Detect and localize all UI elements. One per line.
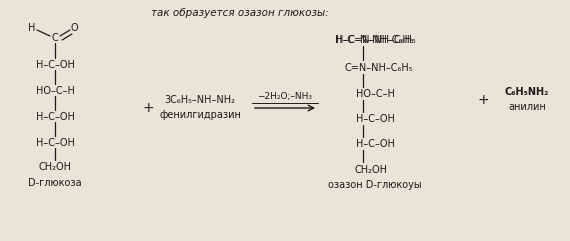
Text: H–C–OH: H–C–OH: [356, 114, 394, 124]
Text: +: +: [142, 101, 154, 115]
Text: H–C–OH: H–C–OH: [35, 112, 75, 122]
Text: анилин: анилин: [508, 102, 546, 112]
Text: так образуется озазон глюкозы:: так образуется озазон глюкозы:: [151, 8, 329, 18]
Text: +: +: [477, 93, 489, 107]
Text: H–C–OH: H–C–OH: [35, 138, 75, 148]
Text: H–C=N–NH–C₆H₅: H–C=N–NH–C₆H₅: [335, 35, 416, 45]
Text: H–C–OH: H–C–OH: [356, 139, 394, 149]
Text: H–C–N–NH–C₆H₅: H–C–N–NH–C₆H₅: [336, 35, 414, 45]
Text: C₆H₅NH₂: C₆H₅NH₂: [505, 87, 549, 97]
Text: CH₂OH: CH₂OH: [355, 165, 388, 175]
Text: H: H: [28, 23, 36, 33]
Text: HO–C–H: HO–C–H: [356, 89, 394, 99]
Text: озазон D-глюкоyы: озазон D-глюкоyы: [328, 180, 422, 190]
Text: C: C: [52, 33, 58, 43]
Text: 3C₆H₅–NH–NH₂: 3C₆H₅–NH–NH₂: [165, 95, 235, 105]
Text: D-глюкоза: D-глюкоза: [28, 178, 82, 188]
Text: фенилгидразин: фенилгидразин: [159, 110, 241, 120]
Text: C=N–NH–C₆H₅: C=N–NH–C₆H₅: [345, 63, 413, 73]
Text: −2H₂O;–NH₃: −2H₂O;–NH₃: [258, 93, 312, 101]
Text: CH₂OH: CH₂OH: [39, 162, 71, 172]
Text: H–C–OH: H–C–OH: [35, 60, 75, 70]
Text: O: O: [70, 23, 78, 33]
Text: HO–C–H: HO–C–H: [35, 86, 75, 96]
